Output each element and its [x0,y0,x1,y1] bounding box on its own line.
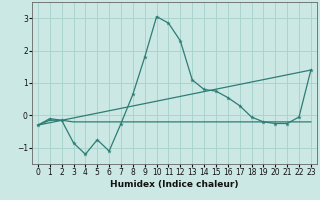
X-axis label: Humidex (Indice chaleur): Humidex (Indice chaleur) [110,180,239,189]
